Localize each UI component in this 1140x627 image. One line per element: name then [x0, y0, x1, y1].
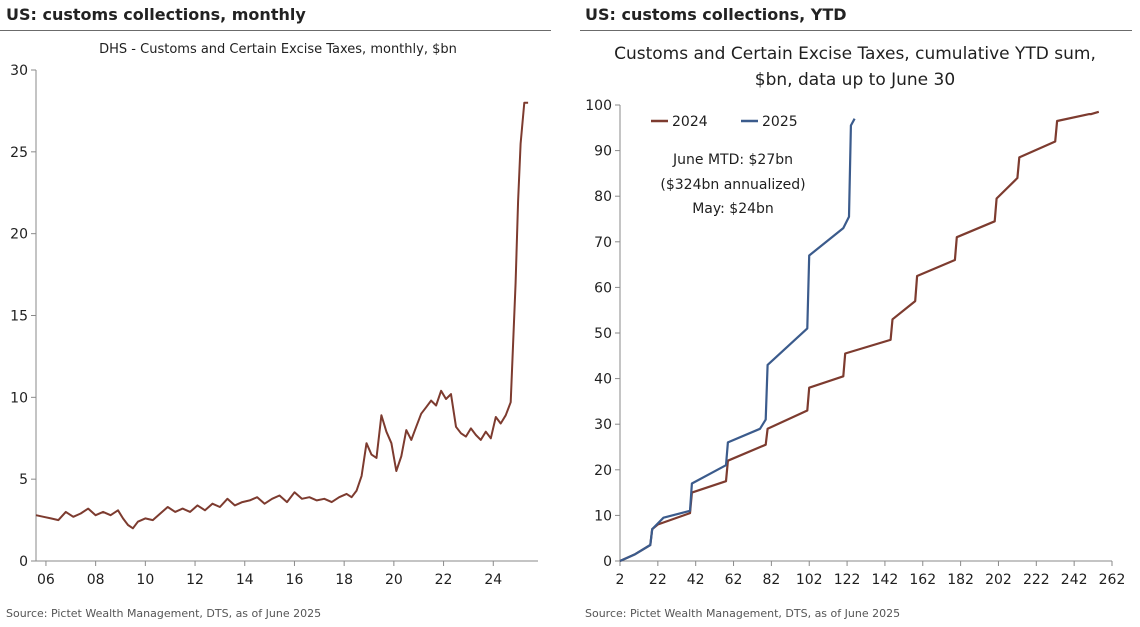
ytd-y-tick-label: 30	[594, 417, 612, 433]
legend-label-2025: 2025	[762, 114, 798, 130]
monthly-y-tick-label: 25	[10, 145, 28, 161]
ytd-y-tick-label: 100	[585, 98, 612, 114]
annotation-may: May: $24bn	[692, 201, 774, 217]
legend: 2024 2025	[651, 114, 798, 130]
ytd-x-ticks: 2 22 42 62 82 102 122 142 162 182 202 222 242 262	[616, 561, 1126, 588]
ytd-x-tick-label: 162	[909, 572, 936, 588]
right-heading-rule	[580, 30, 1132, 31]
monthly-y-tick-label: 15	[10, 309, 28, 325]
ytd-x-tick-label: 42	[687, 572, 705, 588]
left-panel-heading: US: customs collections, monthly	[6, 5, 306, 24]
ytd-x-tick-label: 222	[1023, 572, 1050, 588]
ytd-y-tick-label: 90	[594, 144, 612, 160]
monthly-x-tick-label: 20	[385, 572, 403, 588]
ytd-y-tick-label: 50	[594, 326, 612, 342]
monthly-y-tick-label: 5	[19, 472, 28, 488]
monthly-x-ticks: 06 08 10 12 14 16 18 20 22 24	[37, 561, 502, 588]
monthly-x-tick-label: 18	[335, 572, 353, 588]
monthly-x-tick-label: 12	[186, 572, 204, 588]
monthly-chart-title: DHS - Customs and Certain Excise Taxes, …	[99, 42, 457, 57]
monthly-chart: DHS - Customs and Certain Excise Taxes, …	[10, 42, 538, 588]
monthly-y-tick-label: 30	[10, 63, 28, 79]
monthly-x-tick-label: 16	[286, 572, 304, 588]
left-source-note: Source: Pictet Wealth Management, DTS, a…	[6, 607, 322, 620]
annotation: June MTD: $27bn ($324bn annualized) May:…	[660, 152, 805, 217]
ytd-x-tick-label: 22	[649, 572, 667, 588]
ytd-x-tick-label: 242	[1061, 572, 1088, 588]
right-panel-heading: US: customs collections, YTD	[585, 5, 847, 24]
annotation-june-mtd: June MTD: $27bn	[672, 152, 793, 168]
ytd-x-tick-label: 142	[872, 572, 899, 588]
ytd-chart: Customs and Certain Excise Taxes, cumula…	[585, 44, 1125, 588]
ytd-x-tick-label: 82	[762, 572, 780, 588]
ytd-x-tick-label: 122	[834, 572, 861, 588]
ytd-y-tick-label: 20	[594, 463, 612, 479]
annotation-annualized: ($324bn annualized)	[660, 177, 805, 193]
monthly-x-tick-label: 14	[236, 572, 254, 588]
ytd-x-tick-label: 182	[947, 572, 974, 588]
right-source-note: Source: Pictet Wealth Management, DTS, a…	[585, 607, 901, 620]
ytd-y-tick-label: 10	[594, 508, 612, 524]
legend-label-2024: 2024	[672, 114, 708, 130]
ytd-y-tick-label: 60	[594, 280, 612, 296]
ytd-y-tick-label: 80	[594, 189, 612, 205]
ytd-y-tick-label: 70	[594, 235, 612, 251]
ytd-chart-title-line-2: $bn, data up to June 30	[755, 70, 955, 90]
ytd-x-tick-label: 62	[725, 572, 743, 588]
monthly-series-line	[35, 101, 529, 530]
monthly-x-tick-label: 06	[37, 572, 55, 588]
monthly-x-tick-label: 22	[435, 572, 453, 588]
ytd-y-ticks: 0 10 20 30 40 50 60 70 80 90 100	[585, 98, 620, 570]
monthly-x-tick-label: 08	[87, 572, 105, 588]
ytd-x-tick-label: 2	[616, 572, 625, 588]
monthly-y-tick-label: 10	[10, 390, 28, 406]
monthly-y-ticks: 0 5 10 15 20 25 30	[10, 63, 36, 570]
monthly-y-tick-label: 0	[19, 554, 28, 570]
left-heading-rule	[0, 30, 551, 31]
ytd-y-tick-label: 0	[603, 554, 612, 570]
ytd-x-tick-label: 102	[796, 572, 823, 588]
monthly-y-tick-label: 20	[10, 227, 28, 243]
series-2024-line	[619, 110, 1100, 563]
ytd-y-tick-label: 40	[594, 372, 612, 388]
series-2025-line	[619, 118, 856, 563]
monthly-x-tick-label: 10	[136, 572, 154, 588]
monthly-x-tick-label: 24	[484, 572, 502, 588]
ytd-x-tick-label: 202	[985, 572, 1012, 588]
ytd-x-tick-label: 262	[1099, 572, 1126, 588]
ytd-chart-title-line-1: Customs and Certain Excise Taxes, cumula…	[614, 44, 1096, 64]
